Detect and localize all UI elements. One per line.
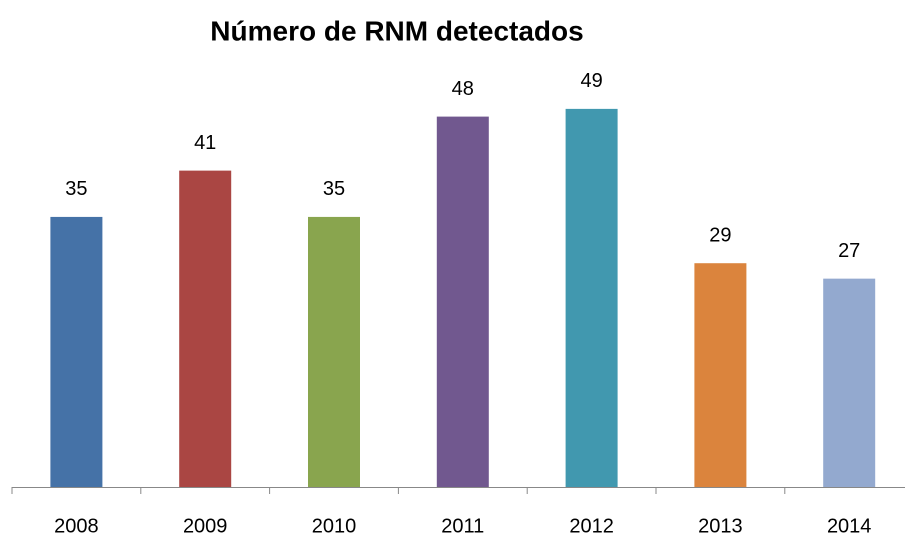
data-label: 48	[452, 78, 474, 100]
data-label: 35	[323, 178, 345, 200]
data-label: 49	[580, 70, 602, 92]
bar	[694, 263, 747, 487]
x-tick-label: 2012	[569, 515, 614, 537]
x-tick-label: 2011	[441, 515, 484, 537]
bar	[308, 216, 360, 487]
bar	[565, 108, 618, 487]
x-tick-label: 2013	[698, 515, 743, 537]
bar	[823, 278, 876, 487]
data-label: 35	[65, 178, 87, 200]
data-label: 41	[194, 132, 216, 154]
data-label: 27	[838, 240, 860, 262]
x-tick-label: 2009	[183, 515, 228, 537]
bar	[179, 170, 232, 487]
x-tick-label: 2008	[54, 515, 99, 537]
chart-title: Número de RNM detectados	[210, 15, 583, 46]
bar	[436, 116, 489, 487]
x-tick-label: 2010	[312, 515, 357, 537]
data-label: 29	[709, 224, 731, 246]
x-tick-label: 2014	[827, 515, 872, 537]
bar	[50, 216, 103, 487]
